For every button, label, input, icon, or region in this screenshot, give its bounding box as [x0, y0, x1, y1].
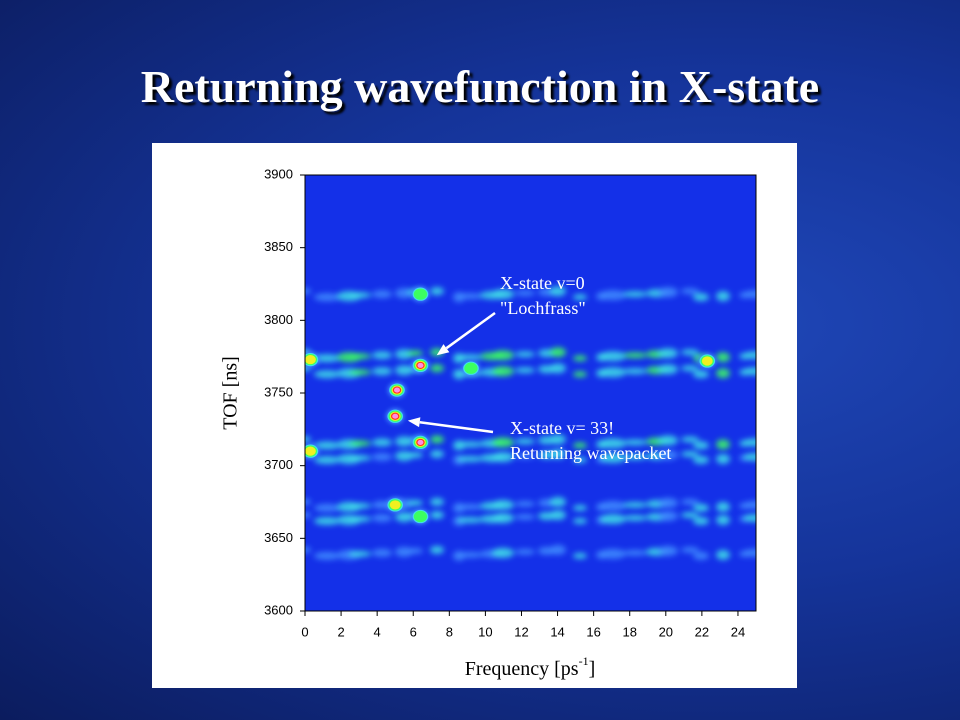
- arrow-head: [436, 344, 450, 356]
- x-tick-label: 10: [478, 624, 492, 639]
- y-tick-label: 3600: [264, 602, 293, 617]
- y-tick-label: 3650: [264, 530, 293, 545]
- x-tick-label: 12: [514, 624, 528, 639]
- slide-title: Returning wavefunction in X-state: [140, 61, 820, 112]
- x-tick-label: 18: [622, 624, 636, 639]
- hot-spot: [305, 351, 320, 368]
- x-axis-label: Frequency [ps-1]: [465, 654, 596, 680]
- y-tick-label: 3750: [264, 384, 293, 399]
- annotation-text: X-state v=0: [500, 273, 585, 293]
- x-axis-label-part: ]: [589, 658, 596, 680]
- plot-area: [305, 175, 756, 611]
- hot-spot: [411, 434, 430, 451]
- x-axis-label-part: Frequency [ps: [465, 658, 579, 680]
- band: [305, 363, 756, 380]
- annotation-arrow: [445, 311, 496, 350]
- x-tick-label: 2: [337, 624, 344, 639]
- band: [305, 544, 756, 561]
- x-tick-label: 22: [695, 624, 709, 639]
- arrow-head: [407, 417, 421, 428]
- hot-spot: [411, 508, 430, 525]
- y-tick-label: 3850: [264, 239, 293, 254]
- annotation-text: Returning wavepacket: [510, 443, 671, 463]
- x-tick-label: 8: [446, 624, 453, 639]
- x-tick-label: 0: [301, 624, 308, 639]
- hot-spot: [386, 408, 405, 424]
- band: [305, 434, 756, 451]
- x-tick-label: 20: [659, 624, 673, 639]
- x-tick-label: 4: [374, 624, 381, 639]
- hot-spot: [698, 353, 717, 369]
- x-tick-label: 6: [410, 624, 417, 639]
- x-axis-label-part: -1: [579, 654, 589, 668]
- band: [305, 448, 756, 465]
- annotation-text: X-state v= 33!: [510, 418, 614, 438]
- hot-spot: [305, 443, 320, 459]
- heatmap-background: [305, 175, 756, 611]
- hot-spot: [411, 286, 430, 302]
- y-tick-label: 3900: [264, 166, 293, 181]
- x-tick-label: 24: [731, 624, 745, 639]
- band: [305, 496, 756, 513]
- hot-spot: [388, 382, 407, 398]
- band: [305, 286, 756, 303]
- annotation-arrow: [419, 420, 494, 434]
- y-tick-label: 3700: [264, 457, 293, 472]
- hot-spot: [461, 360, 480, 376]
- band: [305, 509, 756, 526]
- x-tick-label: 16: [586, 624, 600, 639]
- y-tick-label: 3800: [264, 312, 293, 327]
- y-axis-label: TOF [ns]: [220, 356, 242, 430]
- x-tick-label: 14: [550, 624, 564, 639]
- hot-spot: [386, 497, 405, 513]
- annotation-text: "Lochfrass": [500, 298, 586, 318]
- hot-spot: [411, 357, 430, 374]
